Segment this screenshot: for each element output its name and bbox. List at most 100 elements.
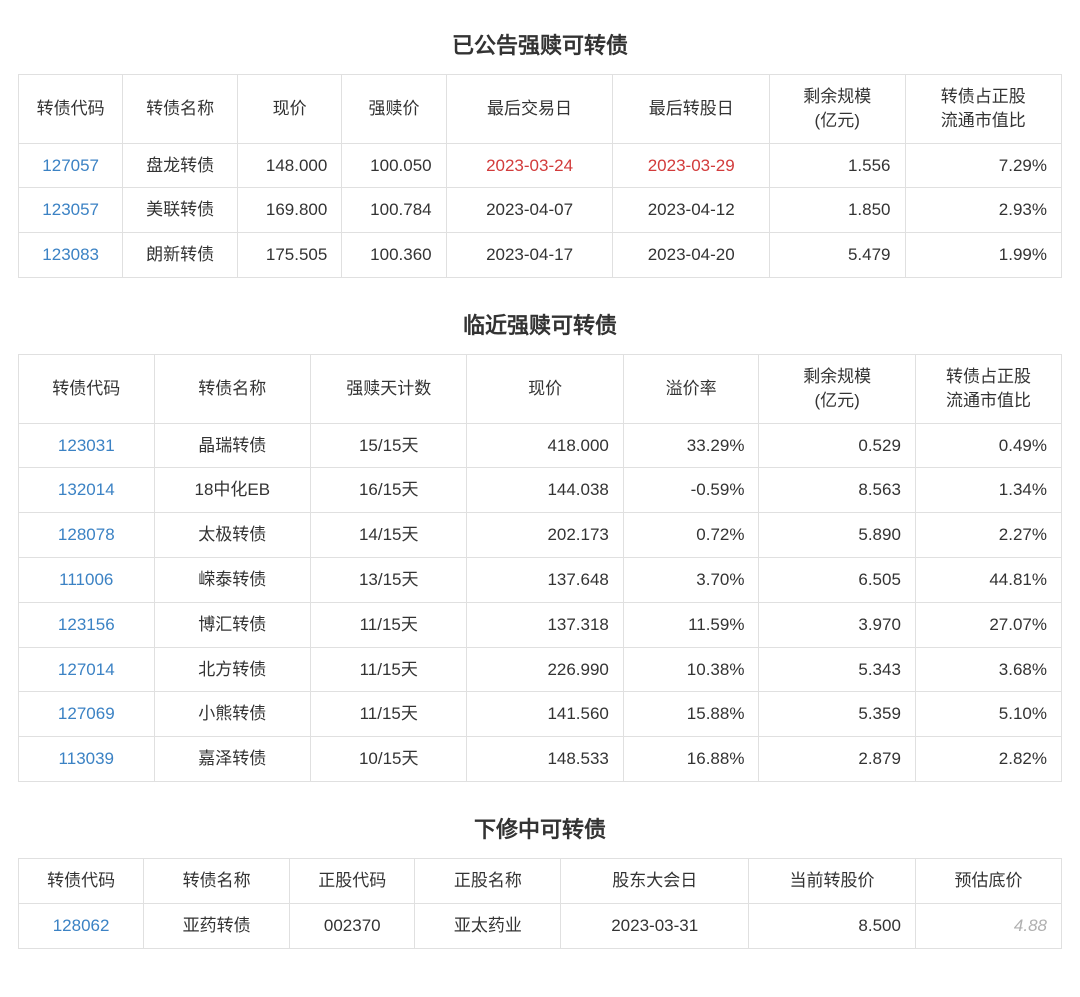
bond-code-link[interactable]: 127069 bbox=[19, 692, 155, 737]
bond-code-link[interactable]: 123031 bbox=[19, 423, 155, 468]
column-header: 转债占正股流通市值比 bbox=[905, 75, 1062, 144]
column-header: 转债代码 bbox=[19, 354, 155, 423]
table2-header-row: 转债代码转债名称强赎天计数现价溢价率剩余规模(亿元)转债占正股流通市值比 bbox=[19, 354, 1062, 423]
table-row: 113039嘉泽转债10/15天148.53316.88%2.8792.82% bbox=[19, 737, 1062, 782]
column-header: 转债占正股流通市值比 bbox=[915, 354, 1061, 423]
cell: 141.560 bbox=[467, 692, 623, 737]
cell: 亚太药业 bbox=[415, 903, 561, 948]
bond-code-link[interactable]: 128078 bbox=[19, 513, 155, 558]
cell: 418.000 bbox=[467, 423, 623, 468]
cell: 148.533 bbox=[467, 737, 623, 782]
column-header: 强赎天计数 bbox=[311, 354, 467, 423]
cell: 0.49% bbox=[915, 423, 1061, 468]
cell: 16/15天 bbox=[311, 468, 467, 513]
column-header: 转债名称 bbox=[144, 858, 290, 903]
table-row: 127014北方转债11/15天226.99010.38%5.3433.68% bbox=[19, 647, 1062, 692]
cell: 1.99% bbox=[905, 233, 1062, 278]
cell: 11/15天 bbox=[311, 647, 467, 692]
cell: 2023-03-31 bbox=[561, 903, 749, 948]
cell: 2023-04-17 bbox=[446, 233, 613, 278]
bond-code-link[interactable]: 113039 bbox=[19, 737, 155, 782]
cell: 202.173 bbox=[467, 513, 623, 558]
column-header: 转债名称 bbox=[123, 75, 238, 144]
table-approaching: 转债代码转债名称强赎天计数现价溢价率剩余规模(亿元)转债占正股流通市值比 123… bbox=[18, 354, 1062, 782]
table-row: 127069小熊转债11/15天141.56015.88%5.3595.10% bbox=[19, 692, 1062, 737]
cell: 8.563 bbox=[759, 468, 915, 513]
cell: 5.10% bbox=[915, 692, 1061, 737]
cell: 169.800 bbox=[238, 188, 342, 233]
table-row: 127057盘龙转债148.000100.0502023-03-242023-0… bbox=[19, 143, 1062, 188]
cell: 137.318 bbox=[467, 602, 623, 647]
column-header: 剩余规模(亿元) bbox=[759, 354, 915, 423]
table-row: 123156博汇转债11/15天137.31811.59%3.97027.07% bbox=[19, 602, 1062, 647]
cell: 5.359 bbox=[759, 692, 915, 737]
column-header: 最后交易日 bbox=[446, 75, 613, 144]
bond-code-link[interactable]: 123156 bbox=[19, 602, 155, 647]
cell: 144.038 bbox=[467, 468, 623, 513]
table-downward: 转债代码转债名称正股代码正股名称股东大会日当前转股价预估底价 128062亚药转… bbox=[18, 858, 1062, 949]
cell: 15/15天 bbox=[311, 423, 467, 468]
bond-code-link[interactable]: 111006 bbox=[19, 557, 155, 602]
bond-name: 美联转债 bbox=[123, 188, 238, 233]
column-header: 溢价率 bbox=[623, 354, 759, 423]
column-header: 预估底价 bbox=[915, 858, 1061, 903]
cell: 6.505 bbox=[759, 557, 915, 602]
cell: 0.72% bbox=[623, 513, 759, 558]
cell: 11/15天 bbox=[311, 602, 467, 647]
bond-code-link[interactable]: 127014 bbox=[19, 647, 155, 692]
bond-code-link[interactable]: 127057 bbox=[19, 143, 123, 188]
bond-name: 晶瑞转债 bbox=[154, 423, 310, 468]
cell: 175.505 bbox=[238, 233, 342, 278]
cell: 2023-04-20 bbox=[613, 233, 769, 278]
cell: 226.990 bbox=[467, 647, 623, 692]
cell: 16.88% bbox=[623, 737, 759, 782]
bond-name: 嘉泽转债 bbox=[154, 737, 310, 782]
cell: 15.88% bbox=[623, 692, 759, 737]
cell: 3.70% bbox=[623, 557, 759, 602]
table-row: 123057美联转债169.800100.7842023-04-072023-0… bbox=[19, 188, 1062, 233]
column-header: 转债名称 bbox=[154, 354, 310, 423]
column-header: 现价 bbox=[238, 75, 342, 144]
cell: 002370 bbox=[290, 903, 415, 948]
cell: 14/15天 bbox=[311, 513, 467, 558]
bond-name: 小熊转债 bbox=[154, 692, 310, 737]
cell: 4.88 bbox=[915, 903, 1061, 948]
column-header: 正股名称 bbox=[415, 858, 561, 903]
column-header: 剩余规模(亿元) bbox=[769, 75, 905, 144]
bond-name: 亚药转债 bbox=[144, 903, 290, 948]
cell: 2.82% bbox=[915, 737, 1061, 782]
cell: 33.29% bbox=[623, 423, 759, 468]
table3-header-row: 转债代码转债名称正股代码正股名称股东大会日当前转股价预估底价 bbox=[19, 858, 1062, 903]
cell: 1.556 bbox=[769, 143, 905, 188]
table-row: 128078太极转债14/15天202.1730.72%5.8902.27% bbox=[19, 513, 1062, 558]
bond-code-link[interactable]: 123057 bbox=[19, 188, 123, 233]
column-header: 股东大会日 bbox=[561, 858, 749, 903]
cell: 1.850 bbox=[769, 188, 905, 233]
bond-name: 博汇转债 bbox=[154, 602, 310, 647]
cell: 5.343 bbox=[759, 647, 915, 692]
bond-code-link[interactable]: 128062 bbox=[19, 903, 144, 948]
cell: 10.38% bbox=[623, 647, 759, 692]
column-header: 现价 bbox=[467, 354, 623, 423]
bond-name: 太极转债 bbox=[154, 513, 310, 558]
cell: 100.784 bbox=[342, 188, 446, 233]
cell: 137.648 bbox=[467, 557, 623, 602]
bond-name: 盘龙转债 bbox=[123, 143, 238, 188]
cell: 148.000 bbox=[238, 143, 342, 188]
cell: 3.68% bbox=[915, 647, 1061, 692]
cell: 27.07% bbox=[915, 602, 1061, 647]
column-header: 转债代码 bbox=[19, 858, 144, 903]
cell: 11/15天 bbox=[311, 692, 467, 737]
table-announced: 转债代码转债名称现价强赎价最后交易日最后转股日剩余规模(亿元)转债占正股流通市值… bbox=[18, 74, 1062, 278]
cell: 13/15天 bbox=[311, 557, 467, 602]
cell: 2.27% bbox=[915, 513, 1061, 558]
bond-name: 朗新转债 bbox=[123, 233, 238, 278]
table2-title: 临近强赎可转债 bbox=[18, 308, 1062, 340]
cell: 100.360 bbox=[342, 233, 446, 278]
bond-code-link[interactable]: 123083 bbox=[19, 233, 123, 278]
table1-header-row: 转债代码转债名称现价强赎价最后交易日最后转股日剩余规模(亿元)转债占正股流通市值… bbox=[19, 75, 1062, 144]
cell: 11.59% bbox=[623, 602, 759, 647]
bond-code-link[interactable]: 132014 bbox=[19, 468, 155, 513]
cell: 2023-03-24 bbox=[446, 143, 613, 188]
cell: 5.479 bbox=[769, 233, 905, 278]
